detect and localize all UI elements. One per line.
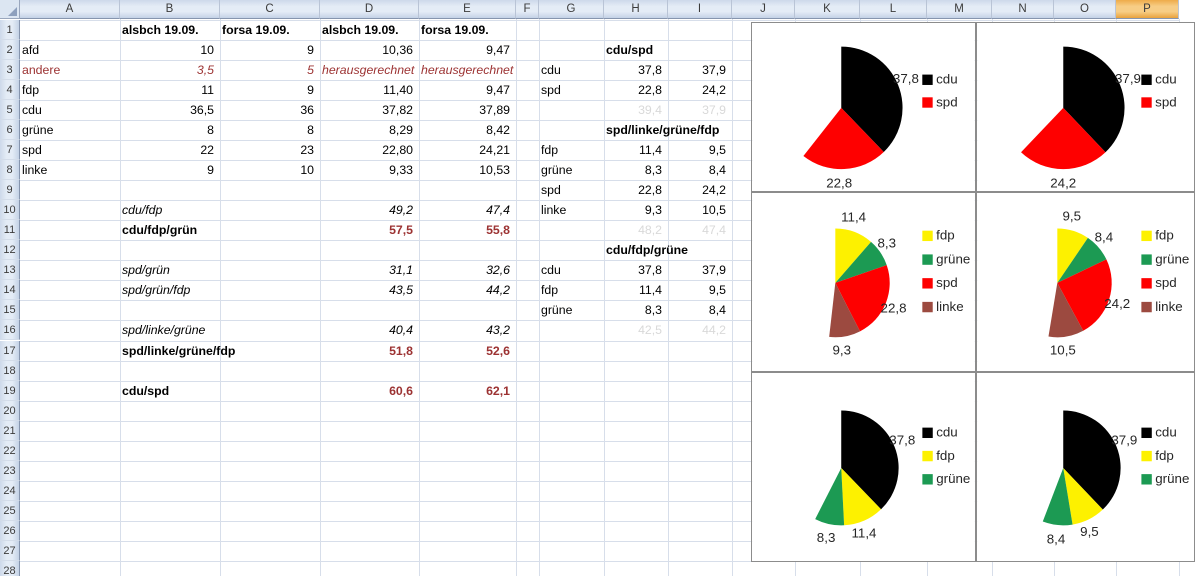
svg-text:11,4: 11,4: [852, 526, 878, 541]
svg-text:linke: linke: [1155, 299, 1182, 314]
svg-text:10,5: 10,5: [1050, 343, 1076, 358]
svg-text:spd: spd: [936, 94, 958, 109]
svg-text:cdu: cdu: [1155, 72, 1177, 87]
svg-text:cdu: cdu: [936, 72, 958, 87]
svg-text:37,9: 37,9: [1111, 433, 1137, 448]
svg-text:fdp: fdp: [1155, 448, 1174, 463]
svg-text:37,9: 37,9: [1115, 71, 1141, 86]
svg-text:fdp: fdp: [936, 228, 955, 243]
svg-text:fdp: fdp: [1155, 228, 1174, 243]
svg-text:24,2: 24,2: [1050, 175, 1076, 190]
svg-text:spd: spd: [1155, 94, 1177, 109]
svg-text:24,2: 24,2: [1104, 296, 1130, 311]
svg-text:grüne: grüne: [936, 251, 970, 266]
svg-text:8,4: 8,4: [1047, 531, 1066, 546]
svg-text:8,3: 8,3: [817, 530, 836, 545]
svg-text:37,8: 37,8: [893, 71, 919, 86]
svg-text:9,5: 9,5: [1062, 208, 1081, 223]
svg-text:linke: linke: [936, 299, 963, 314]
svg-text:grüne: grüne: [1155, 471, 1189, 486]
svg-text:11,4: 11,4: [841, 210, 867, 225]
svg-text:spd: spd: [936, 275, 958, 290]
svg-text:fdp: fdp: [936, 448, 955, 463]
svg-text:9,5: 9,5: [1080, 524, 1099, 539]
svg-text:cdu: cdu: [1155, 425, 1177, 440]
svg-text:8,4: 8,4: [1095, 229, 1114, 244]
svg-text:grüne: grüne: [936, 471, 970, 486]
svg-text:9,3: 9,3: [832, 343, 851, 358]
svg-text:grüne: grüne: [1155, 251, 1189, 266]
svg-text:22,8: 22,8: [881, 300, 907, 315]
svg-text:37,8: 37,8: [889, 433, 915, 448]
svg-text:spd: spd: [1155, 275, 1177, 290]
svg-text:cdu: cdu: [936, 425, 958, 440]
svg-text:8,3: 8,3: [877, 236, 896, 251]
svg-text:22,8: 22,8: [826, 175, 852, 190]
